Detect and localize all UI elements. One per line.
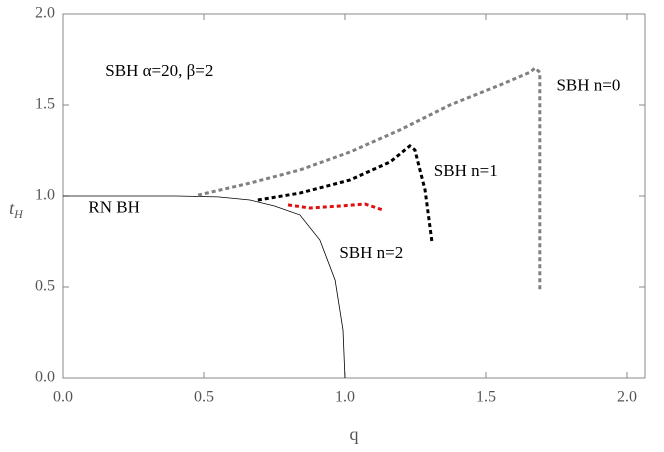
- x-tick-label: 0.5: [194, 389, 214, 406]
- annotation: SBH α=20, β=2: [105, 61, 213, 80]
- series-line: [257, 144, 434, 244]
- y-tick-label: 0.0: [35, 369, 55, 386]
- y-tick-label: 0.5: [35, 278, 55, 295]
- series-line: [197, 66, 542, 290]
- y-axis-label-sub: H: [13, 207, 24, 221]
- x-axis-label: q: [350, 424, 359, 444]
- x-tick-label: 1.5: [476, 389, 496, 406]
- x-tick-label: 1.0: [335, 389, 355, 406]
- annotation: RN BH: [88, 198, 139, 217]
- series-line: [287, 202, 384, 212]
- annotation: SBH n=2: [339, 243, 403, 262]
- annotation: SBH n=0: [556, 76, 620, 95]
- series-line: [63, 195, 346, 379]
- y-tick-label: 2.0: [35, 5, 55, 22]
- y-tick-label: 1.5: [35, 96, 55, 113]
- y-axis-label: tH: [9, 198, 24, 221]
- x-tick-label: 0.0: [53, 389, 73, 406]
- x-tick-label: 2.0: [617, 389, 637, 406]
- annotation: SBH n=1: [434, 161, 498, 180]
- y-axis-label-main: t: [9, 198, 15, 218]
- y-tick-label: 1.0: [35, 187, 55, 204]
